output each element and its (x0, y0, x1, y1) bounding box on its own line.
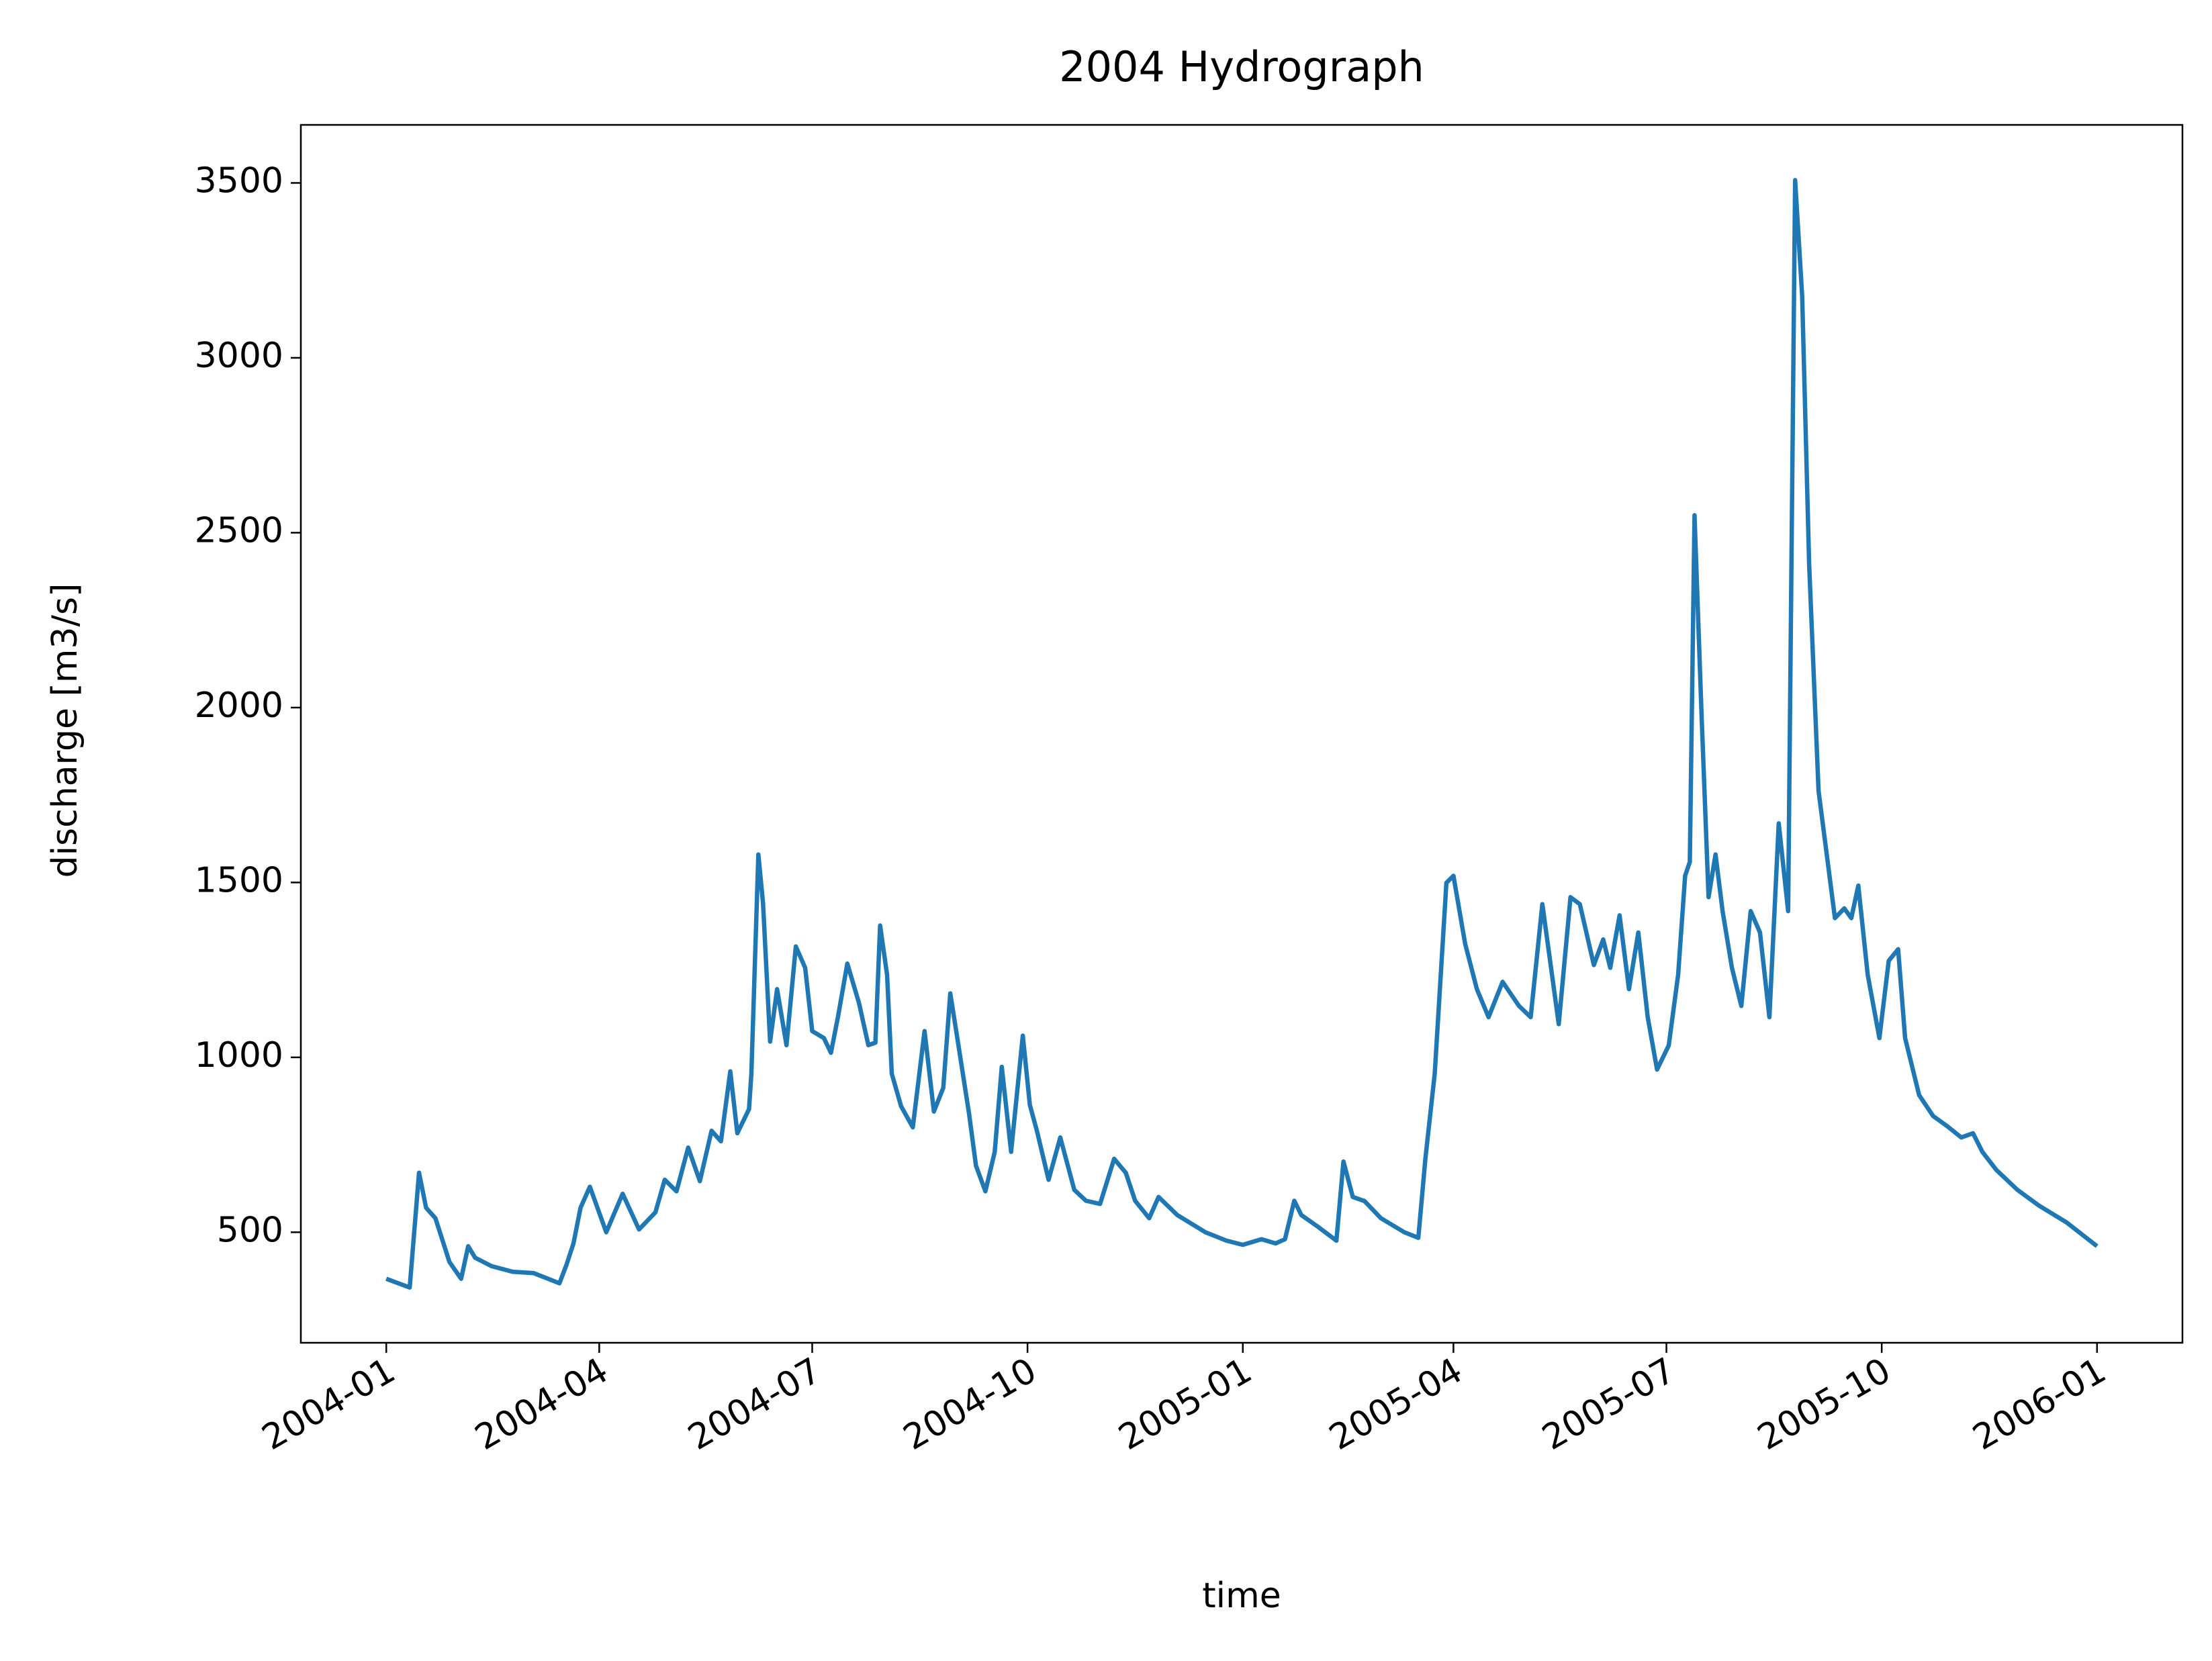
y-tick-label: 2000 (195, 685, 283, 726)
y-tick-label: 1500 (195, 860, 283, 900)
y-tick-label: 2500 (195, 510, 283, 551)
y-tick-label: 1000 (195, 1035, 283, 1076)
y-tick-label: 500 (217, 1210, 283, 1250)
y-tick-label: 3500 (195, 160, 283, 201)
y-axis-label: discharge [m3/s] (45, 583, 85, 878)
data-line (385, 178, 2099, 1290)
plot-frame (299, 124, 2184, 1344)
chart-title: 2004 Hydrograph (1059, 42, 1424, 91)
x-axis-label: time (1202, 1576, 1281, 1616)
y-tick-label: 3000 (195, 336, 283, 376)
